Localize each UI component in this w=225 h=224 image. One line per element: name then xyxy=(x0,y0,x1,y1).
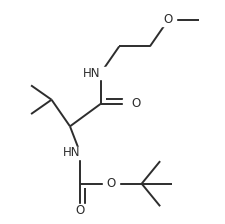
Bar xyxy=(66,147,94,159)
Text: HN: HN xyxy=(63,146,80,159)
Text: O: O xyxy=(131,97,140,110)
Text: HN: HN xyxy=(83,67,100,80)
Text: O: O xyxy=(163,13,172,26)
Bar xyxy=(159,14,176,26)
Bar xyxy=(72,204,88,216)
Bar xyxy=(123,98,139,110)
Text: O: O xyxy=(75,204,84,217)
Bar xyxy=(102,178,119,190)
Bar xyxy=(86,67,115,79)
Text: O: O xyxy=(106,177,115,190)
